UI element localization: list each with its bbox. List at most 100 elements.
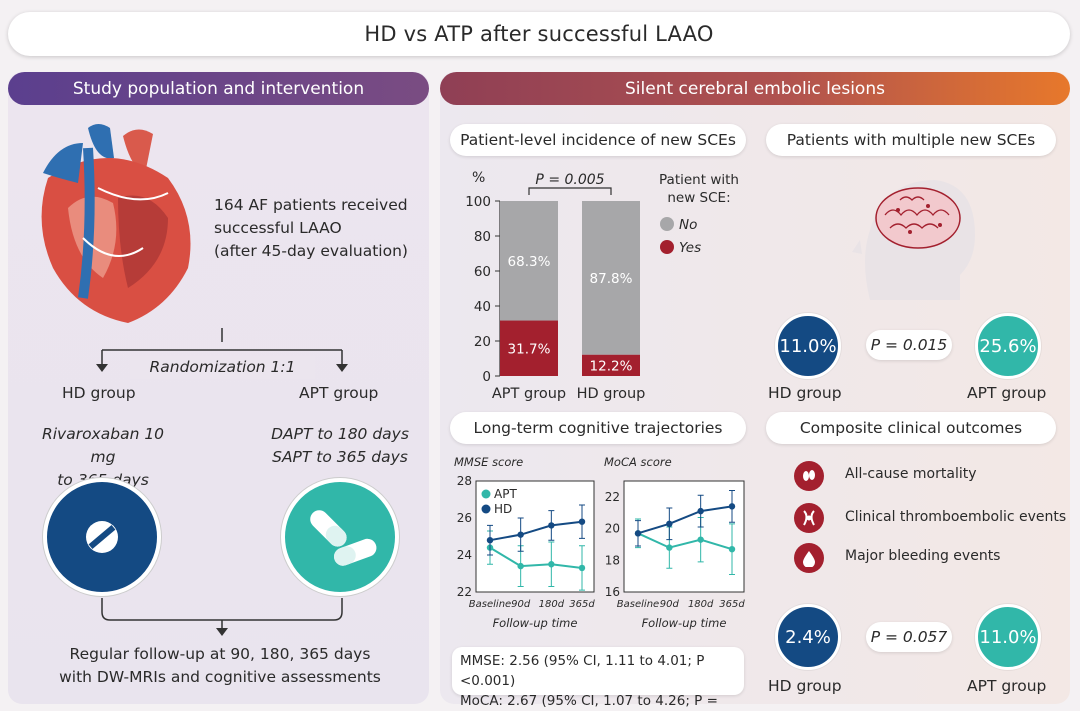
- followup-line-1: Regular follow-up at 90, 180, 365 days: [69, 645, 371, 663]
- cognitive-title: Long-term cognitive trajectories: [450, 412, 746, 444]
- legend-swatch-yes: [660, 240, 674, 254]
- mmse-series-line-hd: [489, 520, 583, 542]
- mmse-point-hd: [548, 522, 555, 529]
- hd-composite-value: 2.4%: [775, 604, 841, 670]
- multiple-hd-label: HD group: [768, 384, 842, 402]
- incidence-bar-chart: % 0 20 40 60 80 100 31.7% 68.3% APT group 12.2% 87.…: [465, 170, 739, 402]
- legend-label-yes: Yes: [679, 240, 701, 256]
- brain-icon: [852, 180, 975, 300]
- composite-hd-label: HD group: [768, 677, 842, 695]
- apt-group-label: APT group: [299, 384, 379, 402]
- hd-regimen-line-1: Rivaroxaban 10 mg: [41, 425, 165, 466]
- mmse-legend-label-apt: APT: [494, 487, 517, 501]
- moca-x-axis-label: Follow-up time: [642, 616, 727, 630]
- mmse-stat: MMSE: 2.56 (95% CI, 1.11 to 4.01; P <0.0…: [460, 653, 705, 689]
- capsule-icon: [281, 478, 399, 596]
- blood-drop-icon: [794, 543, 824, 573]
- moca-x-tick-label: 365d: [719, 599, 745, 610]
- p-value-bracket: [528, 187, 612, 195]
- mmse-series-line-apt: [489, 546, 583, 569]
- multiple-p-value: P = 0.015: [866, 330, 952, 360]
- patients-line-3: (after 45-day evaluation): [214, 242, 408, 260]
- moca-point-apt: [666, 544, 673, 551]
- apt-composite-value: 11.0%: [975, 604, 1041, 670]
- footprints-icon: [794, 461, 824, 491]
- outcome-thromboembolic: Clinical thromboembolic events: [845, 509, 1067, 525]
- legend-title-2: new SCE:: [667, 190, 730, 206]
- mmse-y-tick-label: 26: [457, 511, 472, 525]
- bar-segment-yes: [500, 320, 558, 376]
- hd-group-label: HD group: [62, 384, 136, 402]
- apt-regimen-line-1: DAPT to 180 days: [271, 425, 409, 443]
- mmse-y-tick-label: 24: [457, 548, 472, 562]
- mmse-point-apt: [548, 561, 555, 568]
- patients-text: 164 AF patients received successful LAAO…: [214, 194, 424, 263]
- moca-point-hd: [666, 520, 673, 528]
- moca-series-line-hd: [637, 505, 733, 535]
- incidence-title: Patient-level incidence of new SCEs: [450, 124, 746, 156]
- x-tick-label: APT group: [492, 386, 566, 402]
- mmse-x-tick-label: 180d: [539, 599, 565, 610]
- mmse-point-hd: [578, 518, 586, 525]
- mmse-y-tick-label: 22: [457, 585, 472, 599]
- moca-y-tick-label: 16: [605, 585, 620, 599]
- mmse-x-tick-label: Baseline: [469, 599, 511, 610]
- bar-value-label: 68.3%: [508, 254, 551, 270]
- moca-point-hd: [697, 507, 704, 515]
- moca-x-tick-label: 180d: [688, 599, 714, 610]
- bar-segment-no: [500, 201, 558, 321]
- y-tick-label: 20: [474, 334, 491, 350]
- bar-segment-no: [582, 201, 640, 355]
- randomization-label: Randomization 1:1: [130, 356, 315, 379]
- bar-value-label: 12.2%: [590, 358, 633, 374]
- x-tick-label: HD group: [577, 386, 646, 402]
- mmse-title: MMSE score: [454, 455, 523, 469]
- mmse-legend-swatch-apt: [481, 489, 491, 499]
- y-tick-label: 80: [474, 229, 491, 245]
- mmse-x-tick-label: 90d: [511, 599, 531, 610]
- legend-swatch-no: [660, 217, 674, 231]
- followup-text: Regular follow-up at 90, 180, 365 days w…: [20, 643, 420, 689]
- mmse-point-hd: [486, 537, 494, 544]
- followup-line-2: with DW-MRIs and cognitive assessments: [59, 668, 381, 686]
- moca-line-chart: MoCA score 16 18 20 22 Baseline 90d 180d 365d Fol…: [604, 455, 745, 630]
- hd-multiple-value: 11.0%: [775, 313, 841, 379]
- mmse-point-apt: [578, 564, 586, 572]
- moca-y-tick-label: 18: [605, 553, 620, 567]
- multiple-title: Patients with multiple new SCEs: [766, 124, 1056, 156]
- mmse-plot-area: [475, 480, 595, 593]
- y-tick-label: 40: [474, 299, 491, 315]
- mmse-line-chart: MMSE score 22 24 26 28 Baseline 90d 180d 365d Fol…: [454, 455, 595, 630]
- moca-point-hd: [728, 503, 736, 510]
- y-tick-label: 60: [474, 264, 491, 280]
- legend-title: Patient with: [659, 172, 739, 188]
- followup-connector: [101, 598, 343, 636]
- bar-segment-yes: [582, 354, 640, 376]
- patients-line-2: successful LAAO: [214, 219, 342, 237]
- patients-line-1: 164 AF patients received: [214, 196, 408, 214]
- stats-box: MMSE: 2.56 (95% CI, 1.11 to 4.01; P <0.0…: [452, 647, 744, 709]
- composite-p-value: P = 0.057: [866, 622, 952, 652]
- multiple-apt-label: APT group: [967, 384, 1047, 402]
- outcome-bleeding: Major bleeding events: [845, 548, 1001, 564]
- composite-apt-label: APT group: [967, 677, 1047, 695]
- moca-x-tick-label: Baseline: [617, 599, 659, 610]
- thrombus-icon: [794, 503, 824, 533]
- moca-x-tick-label: 90d: [660, 599, 680, 610]
- bar-value-label: 87.8%: [590, 271, 633, 287]
- right-panel-header: Silent cerebral embolic lesions: [440, 72, 1070, 105]
- moca-stat: MoCA: 2.67 (95% CI, 1.07 to 4.26; P = 0.…: [460, 693, 718, 709]
- outcome-mortality: All-cause mortality: [845, 466, 977, 482]
- mmse-point-hd: [517, 531, 524, 538]
- apt-multiple-value: 25.6%: [975, 313, 1041, 379]
- mmse-point-apt: [517, 562, 524, 570]
- mmse-x-axis-label: Follow-up time: [493, 616, 578, 630]
- page-title: HD vs ATP after successful LAAO: [8, 12, 1070, 56]
- moca-point-hd: [634, 530, 642, 537]
- mmse-legend-swatch-hd: [481, 504, 491, 514]
- apt-regimen: DAPT to 180 days SAPT to 365 days: [265, 423, 415, 469]
- moca-series-line-apt: [637, 532, 733, 551]
- moca-point-apt: [728, 545, 736, 553]
- y-tick-label: 100: [465, 194, 491, 210]
- mmse-legend-label-hd: HD: [494, 502, 512, 516]
